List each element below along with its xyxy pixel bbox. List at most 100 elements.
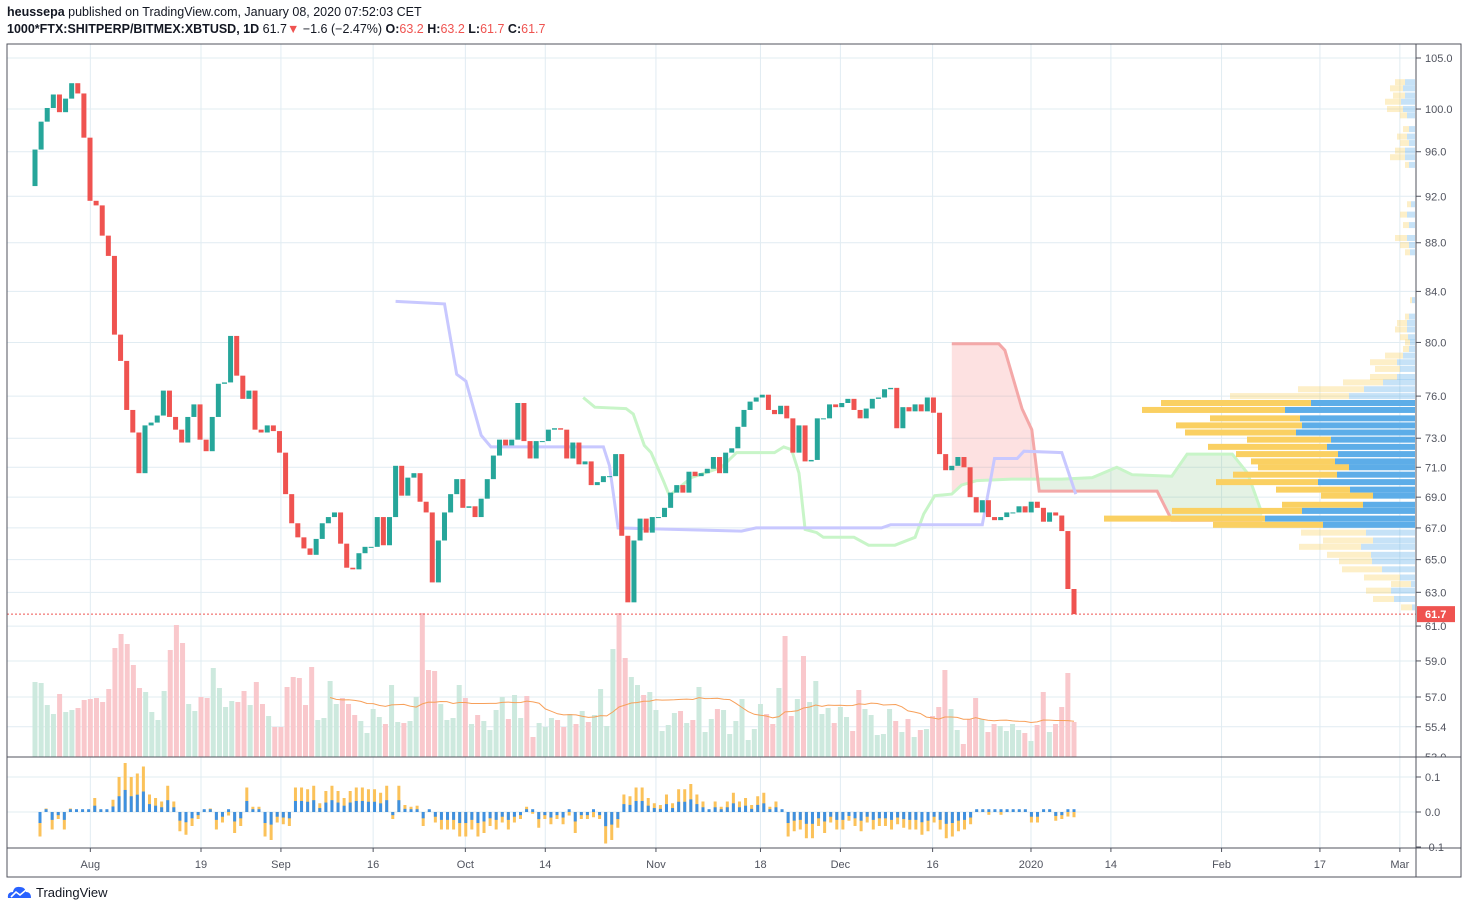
candle	[75, 83, 81, 94]
oscillator-signal-bar	[427, 809, 431, 812]
oscillator-bar	[330, 785, 334, 812]
candle	[374, 517, 380, 547]
candle	[552, 428, 557, 430]
volume-bar	[1046, 732, 1052, 757]
volume-profile-up-bar	[1407, 211, 1415, 218]
candle	[496, 439, 502, 456]
volume-profile-up-bar	[1405, 154, 1415, 161]
candle	[955, 457, 961, 466]
oscillator-signal-bar	[324, 802, 328, 812]
oscillator-bar	[220, 812, 224, 823]
oscillator-signal-bar	[987, 809, 991, 812]
oscillator-signal-bar	[263, 812, 267, 824]
candle	[582, 461, 588, 465]
oscillator-bar	[762, 792, 766, 812]
volume-profile-up-bar	[1366, 529, 1415, 536]
volume-bar	[358, 721, 364, 757]
volume-bar	[425, 670, 431, 757]
volume-bar	[253, 682, 259, 757]
candle	[894, 387, 900, 429]
candle	[698, 473, 704, 477]
oscillator-signal-bar	[865, 812, 869, 817]
candle	[179, 429, 185, 443]
oscillator-signal-bar	[415, 809, 419, 812]
volume-bar	[1010, 724, 1016, 757]
oscillator-signal-bar	[646, 805, 650, 812]
oscillator-bar	[914, 812, 918, 830]
volume-profile-down-bar	[1390, 154, 1405, 161]
candle	[105, 235, 111, 256]
candle	[937, 412, 943, 455]
oscillator-signal-bar	[810, 812, 814, 824]
candle	[283, 452, 289, 495]
oscillator-bar	[263, 812, 267, 837]
oscillator-bar	[531, 812, 535, 814]
volume-bar	[266, 716, 272, 757]
volume-bar	[1028, 741, 1034, 757]
volume-bar	[714, 709, 720, 757]
volume-bar	[917, 730, 923, 757]
oscillator-signal-bar	[117, 796, 121, 812]
oscillator-signal-bar	[963, 812, 967, 820]
candle	[356, 553, 362, 570]
candle	[741, 409, 747, 427]
time-axis: Aug 19 Sep 16 Oct 14 Nov 18 Dec 16 2020 14 Feb 17 Mar	[81, 848, 1410, 871]
candle	[619, 454, 625, 536]
oscillator-bar	[190, 812, 194, 826]
volume-profile-down-bar	[1342, 566, 1382, 573]
oscillator-signal-bar	[999, 809, 1003, 812]
volume-bar	[512, 695, 518, 757]
oscillator-signal-bar	[993, 809, 997, 812]
oscillator-bar	[281, 812, 285, 825]
time-tick-label: Oct	[457, 859, 474, 871]
volume-bar	[813, 681, 819, 757]
oscillator-bar	[883, 812, 887, 826]
oscillator-signal-bar	[336, 802, 340, 812]
volume-bar	[192, 711, 198, 757]
oscillator-bar	[652, 803, 656, 812]
tradingview-logo[interactable]: TradingView	[6, 884, 108, 900]
oscillator-signal-bar	[792, 812, 796, 821]
oscillator-bar	[585, 812, 589, 819]
candle	[985, 500, 991, 518]
candle	[943, 454, 949, 471]
oscillator-signal-bar	[208, 809, 212, 812]
volume-bar	[542, 727, 548, 757]
price-tick-label: 59.0	[1425, 656, 1446, 668]
volume-bar	[327, 681, 333, 757]
candle	[655, 517, 661, 519]
volume-bar	[628, 677, 634, 757]
oscillator-bar	[543, 812, 547, 819]
oscillator-bar	[50, 812, 54, 830]
volume-bar	[63, 712, 69, 757]
oscillator-bar	[391, 812, 395, 819]
candle	[221, 382, 227, 384]
oscillator-signal-bar	[202, 809, 206, 812]
volume-profile-up-bar	[1409, 242, 1415, 249]
oscillator-signal-bar	[859, 812, 863, 821]
candle	[527, 441, 533, 459]
oscillator-signal-bar	[512, 812, 516, 817]
oscillator-signal-bar	[737, 807, 741, 812]
author-name[interactable]: heussepa	[7, 5, 65, 19]
price-tick-label: 80.0	[1425, 337, 1446, 349]
volume-bar	[499, 697, 505, 757]
high-value: 63.2	[440, 22, 465, 36]
oscillator-bar	[129, 777, 133, 812]
oscillator-bar	[154, 798, 158, 812]
volume-bar	[807, 702, 813, 757]
candle	[594, 482, 600, 486]
oscillator-signal-bar	[774, 807, 778, 812]
volume-profile-down-bar	[1401, 604, 1412, 611]
price-tick-label: 63.0	[1425, 587, 1446, 599]
volume-profile-down-bar	[1176, 422, 1302, 429]
volume-bar	[87, 699, 93, 757]
volume-profile-down-bar	[1395, 326, 1407, 333]
candle	[307, 548, 313, 555]
candle	[130, 409, 136, 433]
volume-bar	[241, 691, 247, 757]
volume-bar	[173, 625, 179, 757]
oscillator-signal-bar	[318, 808, 322, 812]
candle	[674, 485, 680, 493]
